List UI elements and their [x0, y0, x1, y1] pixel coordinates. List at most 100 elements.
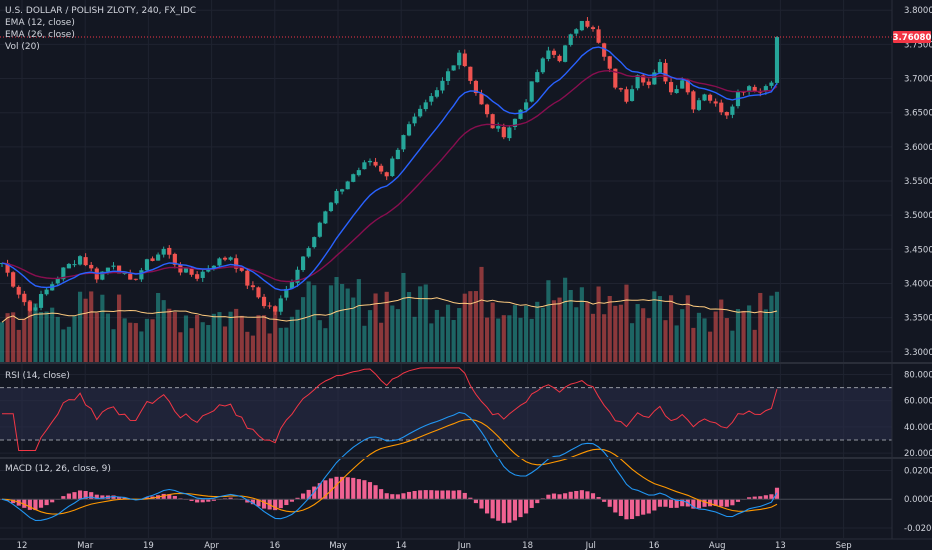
candle-body — [128, 273, 133, 280]
candle-body — [200, 271, 205, 278]
candle-body — [624, 89, 629, 102]
macd-histogram-bar — [440, 490, 445, 500]
candle-body — [752, 86, 757, 92]
volume-bar — [167, 308, 172, 362]
legend-ema-26[interactable]: EMA (26, close) — [5, 30, 75, 40]
rsi-tick-label: 60.0000 — [904, 397, 932, 407]
time-tick-label: Jun — [457, 541, 471, 550]
volume-bars — [0, 266, 780, 362]
time-axis[interactable]: 12 Mar 19 Apr 16 May 14 Jun 18 Jul 16 Aug 13 Sep — [17, 541, 852, 550]
candle-body — [239, 267, 244, 271]
volume-bar — [183, 315, 189, 362]
macd-histogram-bar — [89, 492, 94, 500]
macd-histogram-bar — [763, 495, 768, 500]
volume-bar — [691, 327, 696, 362]
volume-bar — [5, 313, 10, 362]
volume-bar — [16, 329, 21, 362]
candle-body — [657, 62, 662, 73]
macd-histogram-bar — [172, 496, 177, 500]
candle-body — [574, 29, 579, 34]
macd-histogram-bar — [362, 480, 367, 500]
macd-histogram-bar — [484, 499, 490, 514]
volume-bar — [222, 326, 228, 362]
macd-histogram-bar — [111, 495, 116, 500]
volume-bar — [568, 289, 573, 362]
time-tick-label: 13 — [775, 541, 786, 550]
volume-bar — [769, 295, 774, 362]
legend-ema-12[interactable]: EMA (12, close) — [5, 18, 75, 28]
volume-bar — [334, 277, 339, 362]
macd-histogram-bar — [724, 499, 729, 507]
candle-body — [546, 50, 551, 59]
volume-bar — [741, 310, 746, 362]
legend-rsi[interactable]: RSI (14, close) — [5, 371, 70, 381]
volume-bar — [83, 298, 88, 362]
macd-histogram-bar — [680, 499, 685, 507]
volume-bar — [161, 300, 166, 362]
rsi-axis[interactable]: 80.0000 60.0000 40.0000 20.0000 — [904, 370, 932, 459]
volume-bar — [641, 308, 646, 362]
volume-bar — [117, 294, 122, 362]
macd-axis[interactable]: 0.0200 0.0000 -0.0200 — [904, 466, 932, 533]
candle-body — [395, 149, 400, 160]
macd-histogram-bar — [758, 496, 763, 500]
volume-bar — [540, 307, 545, 362]
candle-body — [691, 91, 696, 110]
candle-body — [418, 108, 423, 117]
candle-body — [585, 20, 590, 27]
candle-body — [222, 257, 228, 260]
volume-bar — [0, 322, 5, 362]
volume-bar — [144, 318, 150, 362]
price-axis[interactable]: 3.80000 3.75000 3.70000 3.65000 3.60000 3.550… — [904, 6, 932, 358]
time-tick-label: Aug — [709, 541, 726, 550]
macd-histogram-bar — [289, 499, 295, 502]
volume-bar — [418, 286, 423, 362]
volume-bar — [496, 318, 501, 362]
candle-body — [668, 82, 674, 93]
rsi-line — [2, 367, 778, 451]
volume-bar — [340, 284, 345, 362]
price-tick-label: 3.40000 — [904, 279, 932, 289]
candle-body — [646, 81, 651, 86]
candle-body — [178, 264, 183, 273]
macd-histogram-bar — [295, 497, 300, 500]
volume-bar — [379, 322, 384, 362]
macd-histogram-bar — [334, 476, 339, 500]
macd-histogram-bar — [245, 499, 250, 503]
candle-body — [568, 34, 573, 45]
chart-title[interactable]: U.S. DOLLAR / POLISH ZLOTY, 240, FX_IDC — [5, 6, 196, 16]
macd-histogram-bar — [200, 499, 205, 503]
macd-histogram-bar — [211, 499, 216, 501]
candle-body — [72, 264, 77, 266]
candle-body — [563, 45, 568, 62]
candle-body — [167, 247, 172, 255]
candle-body — [5, 263, 10, 273]
macd-histogram-bar — [406, 491, 412, 500]
volume-bar — [105, 313, 111, 362]
candle-body — [117, 265, 122, 274]
volume-bar — [89, 291, 94, 362]
candle-body — [496, 126, 501, 129]
candle-body — [696, 100, 702, 110]
candle-body — [217, 258, 222, 266]
macd-histogram-bar — [384, 493, 389, 500]
time-tick-label: 18 — [522, 541, 533, 550]
volume-bar — [646, 318, 651, 362]
volume-bar — [680, 309, 685, 362]
legend-volume[interactable]: Vol (20) — [5, 42, 40, 52]
macd-histogram-bar — [401, 493, 406, 500]
candle-body — [713, 101, 718, 104]
candle-body — [245, 270, 250, 286]
volume-bar — [557, 297, 562, 362]
candle-body — [139, 270, 144, 280]
ema-12-line — [1, 46, 778, 291]
legend-macd[interactable]: MACD (12, 26, close, 9) — [5, 464, 111, 474]
macd-histogram-bar — [301, 493, 306, 500]
macd-histogram-bar — [646, 499, 651, 514]
macd-histogram-bar — [696, 499, 702, 509]
macd-histogram-bar — [77, 490, 83, 500]
volume-bar — [33, 303, 38, 362]
volume-bar — [473, 291, 478, 362]
macd-histogram-bar — [167, 494, 172, 500]
